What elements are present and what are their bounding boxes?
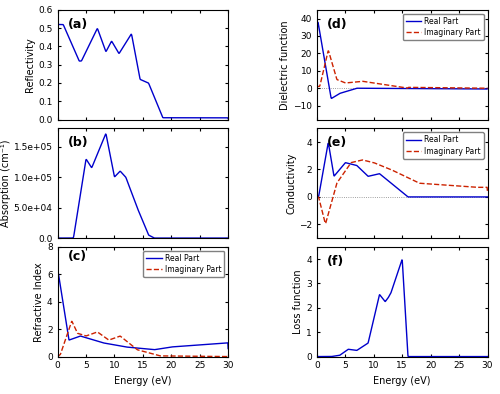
Imaginary Part (54, 354, 60, 359)
Real Part (481, 195, 487, 199)
Y-axis label: Conductivity: Conductivity (286, 152, 296, 214)
Real Part (314, 195, 320, 199)
Text: (d): (d) (327, 17, 347, 30)
Imaginary Part (380, 82, 386, 87)
Real Part (55, 269, 61, 274)
Real Part (482, 87, 488, 91)
Real Part (484, 195, 490, 199)
Real Part (325, 141, 331, 146)
Imaginary Part (387, 167, 393, 171)
Y-axis label: Reflectivity: Reflectivity (26, 37, 36, 92)
Imaginary Part (334, 182, 340, 187)
Real Part (344, 161, 349, 165)
Imaginary Part (344, 80, 349, 85)
Imaginary Part (222, 354, 228, 359)
Real Part (328, 96, 334, 101)
Real Part (334, 171, 340, 176)
Imaginary Part (326, 48, 332, 53)
Real Part (344, 89, 349, 94)
Y-axis label: Absorption (cm⁻¹): Absorption (cm⁻¹) (1, 139, 11, 227)
Imaginary Part (84, 333, 90, 338)
Real Part (484, 86, 490, 91)
Real Part (463, 195, 469, 199)
X-axis label: Energy (eV): Energy (eV) (374, 376, 431, 386)
Line: Imaginary Part: Imaginary Part (317, 160, 488, 223)
Real Part (222, 341, 228, 346)
Imaginary Part (482, 185, 488, 190)
Line: Real Part: Real Part (317, 22, 488, 98)
X-axis label: Energy (eV): Energy (eV) (114, 376, 172, 386)
Text: (c): (c) (68, 250, 87, 263)
Real Part (84, 336, 90, 340)
Text: (a): (a) (68, 17, 88, 30)
Imaginary Part (463, 85, 469, 90)
Legend: Real Part, Imaginary Part: Real Part, Imaginary Part (402, 14, 483, 40)
Real Part (380, 86, 386, 91)
Real Part (314, 53, 320, 58)
Imaginary Part (481, 86, 487, 91)
Real Part (463, 87, 469, 91)
Imaginary Part (314, 85, 320, 90)
Real Part (54, 312, 60, 316)
Real Part (225, 346, 231, 351)
Real Part (204, 342, 210, 347)
Line: Imaginary Part: Imaginary Part (58, 322, 228, 357)
Imaginary Part (334, 76, 340, 80)
Text: (f): (f) (327, 255, 344, 268)
Imaginary Part (74, 330, 80, 335)
Line: Imaginary Part: Imaginary Part (317, 51, 488, 88)
Imaginary Part (387, 83, 393, 88)
Imaginary Part (204, 354, 210, 359)
Text: (b): (b) (68, 136, 88, 149)
Imaginary Part (380, 164, 386, 169)
Imaginary Part (120, 336, 126, 341)
Legend: Real Part, Imaginary Part: Real Part, Imaginary Part (402, 132, 483, 158)
Real Part (387, 86, 393, 91)
Imaginary Part (128, 342, 134, 347)
Real Part (314, 20, 320, 24)
Imaginary Part (463, 184, 469, 189)
Real Part (151, 348, 157, 352)
Text: (e): (e) (327, 136, 347, 149)
Real Part (334, 93, 340, 98)
Real Part (120, 344, 126, 349)
Imaginary Part (484, 86, 490, 91)
Real Part (128, 345, 134, 350)
Imaginary Part (225, 354, 231, 359)
Y-axis label: Dielectric function: Dielectric function (280, 20, 290, 110)
Real Part (74, 335, 80, 340)
Imaginary Part (314, 195, 320, 199)
Y-axis label: Refractive Index: Refractive Index (34, 262, 44, 342)
Line: Real Part: Real Part (317, 143, 488, 197)
Imaginary Part (484, 190, 490, 194)
Real Part (380, 174, 386, 178)
Imaginary Part (344, 167, 349, 171)
Imaginary Part (322, 221, 328, 226)
Real Part (387, 180, 393, 184)
Y-axis label: Loss function: Loss function (294, 269, 304, 334)
Line: Real Part: Real Part (58, 271, 228, 350)
Legend: Real Part, Imaginary Part: Real Part, Imaginary Part (143, 251, 224, 277)
Imaginary Part (69, 319, 75, 324)
Imaginary Part (360, 158, 366, 162)
